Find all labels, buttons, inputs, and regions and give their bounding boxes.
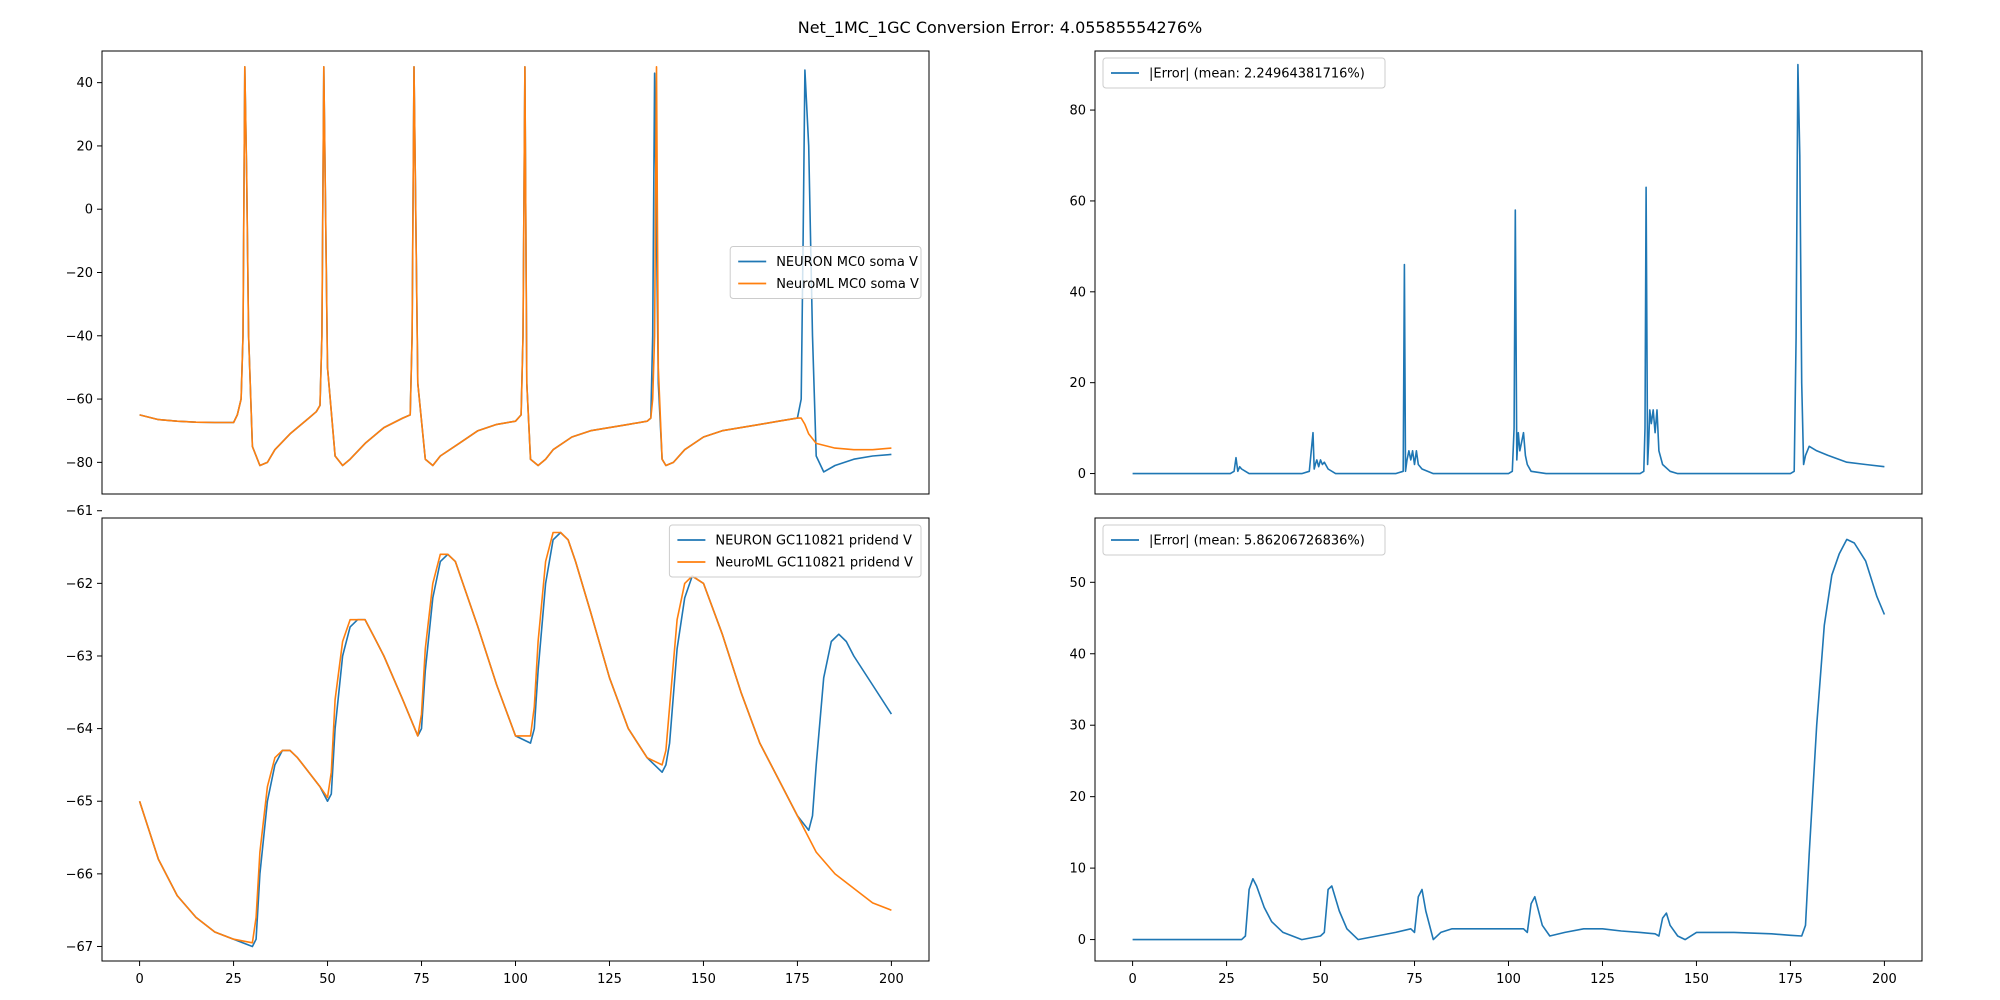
x-tick-label: 125 — [597, 972, 622, 987]
legend-label: NeuroML GC110821 pridend V — [715, 556, 913, 571]
y-tick-label: −40 — [66, 329, 93, 344]
y-tick-label: 20 — [76, 139, 93, 154]
legend-box — [1102, 57, 1386, 89]
y-tick-label: 40 — [1069, 285, 1086, 300]
legend-box — [668, 524, 922, 578]
legend-label: NEURON MC0 soma V — [776, 255, 918, 270]
x-tick-label: 175 — [785, 972, 810, 987]
x-tick-label: 200 — [1872, 972, 1897, 987]
y-tick-label: 0 — [1078, 933, 1086, 948]
y-tick-label: −67 — [66, 940, 93, 955]
x-tick-label: 150 — [691, 972, 716, 987]
legend: |Error| (mean: 2.24964381716%) — [1102, 57, 1386, 89]
x-tick-label: 200 — [879, 972, 904, 987]
y-tick-label: 20 — [1069, 790, 1086, 805]
series-line-1 — [1132, 63, 1885, 475]
y-tick-label: 40 — [76, 76, 93, 91]
x-tick-label: 100 — [1496, 972, 1521, 987]
legend-box — [729, 246, 922, 299]
x-tick-label: 100 — [503, 972, 528, 987]
axes-frame — [1094, 517, 1923, 962]
legend: NEURON GC110821 pridend V NeuroML GC11082… — [668, 524, 922, 578]
axes-frame — [1094, 50, 1923, 495]
x-tick-label: 0 — [135, 972, 143, 987]
y-tick-label: −63 — [66, 649, 93, 664]
y-tick-label: −66 — [66, 867, 93, 882]
panel-mc0-error: 80 60 40 20 0 |Error| (mean: 2.24964381716%) — [1069, 50, 1923, 495]
x-tick-label: 125 — [1590, 972, 1615, 987]
x-tick-label: 50 — [319, 972, 336, 987]
y-tick-label: 10 — [1069, 862, 1086, 877]
x-tick-label: 150 — [1684, 972, 1709, 987]
y-tick-label: −62 — [66, 577, 93, 592]
x-tick-label: 175 — [1778, 972, 1803, 987]
y-tick-label: 0 — [1078, 467, 1086, 482]
panel-gc-pridend-voltage: −61 −62 −63 −64 −65 −66 −67 0 25 50 75 100 125 150 175… — [66, 504, 930, 987]
y-tick-label: −60 — [66, 393, 93, 408]
y-tick-label: −80 — [66, 456, 93, 471]
legend-label: NEURON GC110821 pridend V — [715, 534, 912, 549]
y-tick-label: −65 — [66, 795, 93, 810]
y-tick-label: 40 — [1069, 647, 1086, 662]
x-tick-label: 25 — [1218, 972, 1235, 987]
legend-label: |Error| (mean: 2.24964381716%) — [1149, 67, 1365, 82]
x-tick-label: 0 — [1128, 972, 1136, 987]
y-tick-label: 60 — [1069, 194, 1086, 209]
series-line-1 — [138, 531, 893, 948]
y-tick-label: 30 — [1069, 719, 1086, 734]
y-tick-label: 50 — [1069, 576, 1086, 591]
x-tick-label: 50 — [1312, 972, 1329, 987]
series-line-1 — [1132, 538, 1886, 941]
x-tick-label: 75 — [413, 972, 430, 987]
y-tick-label: −20 — [66, 266, 93, 281]
series-line-2 — [138, 531, 892, 944]
y-tick-label: −64 — [66, 722, 93, 737]
legend-box — [1102, 524, 1386, 556]
y-tick-label: 80 — [1069, 104, 1086, 119]
series-line-2 — [139, 66, 892, 467]
legend-label: NeuroML MC0 soma V — [776, 277, 919, 292]
x-tick-label: 75 — [1406, 972, 1423, 987]
y-tick-label: −61 — [66, 504, 93, 519]
y-tick-label: 0 — [85, 203, 93, 218]
y-tick-label: 20 — [1069, 376, 1086, 391]
figure-title: Net_1MC_1GC Conversion Error: 4.05585554… — [798, 18, 1203, 38]
x-tick-label: 25 — [225, 972, 242, 987]
legend: NEURON MC0 soma V NeuroML MC0 soma V — [729, 246, 922, 299]
axes-frame — [101, 517, 930, 962]
panel-mc0-soma-voltage: 40 20 0 −20 −40 −60 −80 NEURON MC0 soma V NeuroM… — [66, 50, 930, 495]
legend-label: |Error| (mean: 5.86206726836%) — [1149, 534, 1365, 549]
legend: |Error| (mean: 5.86206726836%) — [1102, 524, 1386, 556]
